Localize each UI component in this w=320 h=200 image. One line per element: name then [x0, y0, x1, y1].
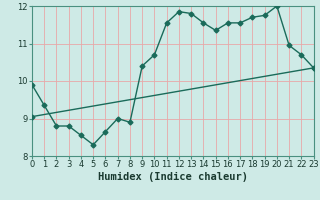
- X-axis label: Humidex (Indice chaleur): Humidex (Indice chaleur): [98, 172, 248, 182]
